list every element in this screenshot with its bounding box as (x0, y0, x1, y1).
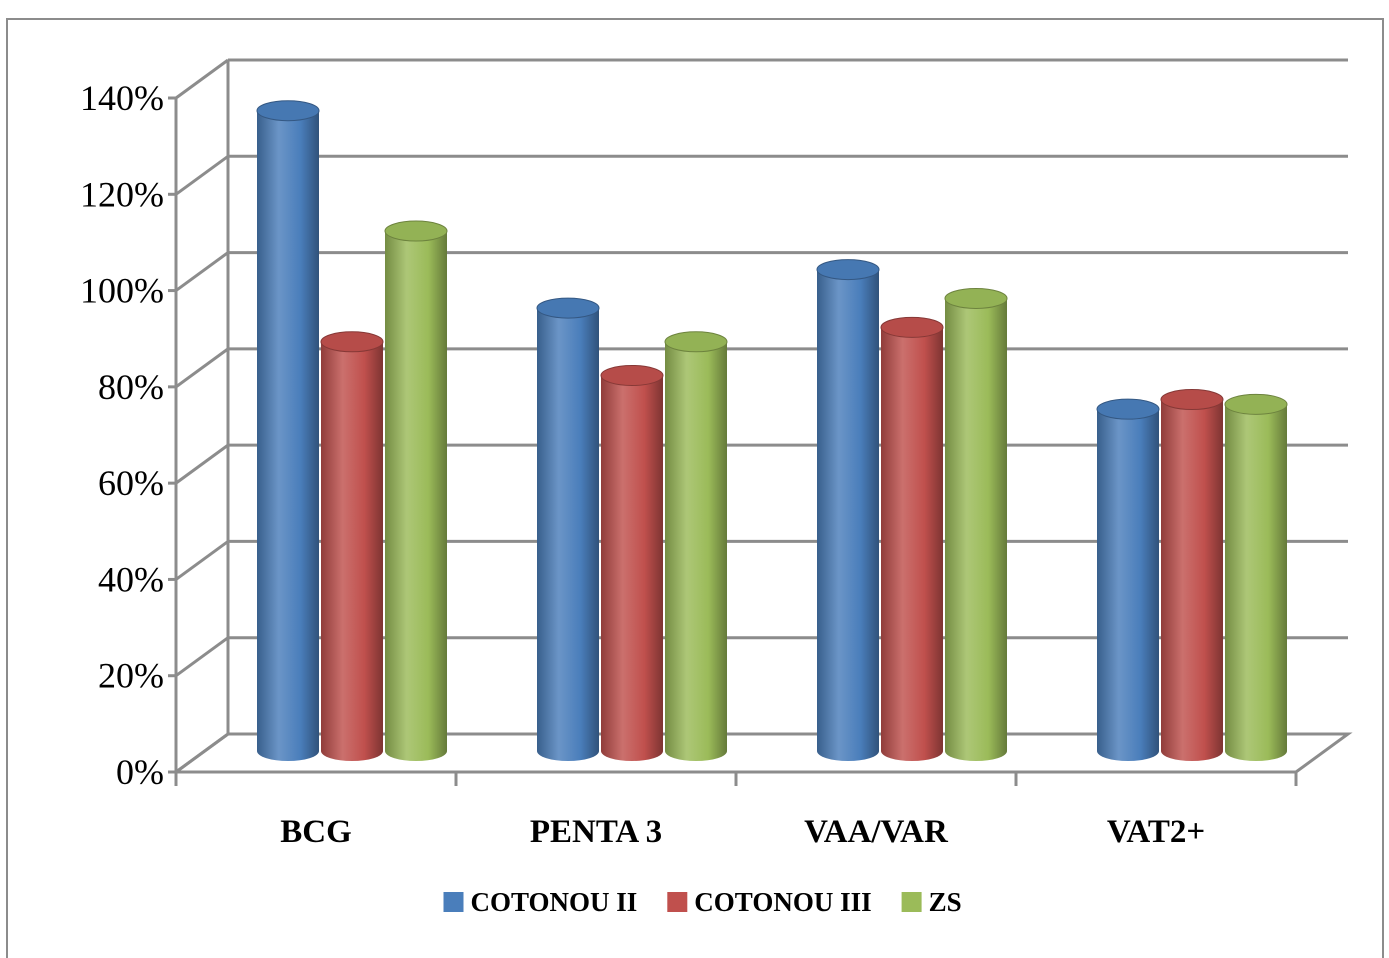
gridline-diagonal (175, 155, 229, 196)
legend-item: COTONOU III (667, 887, 872, 917)
bar-body (1225, 404, 1287, 761)
gridline-diagonal (175, 443, 229, 485)
legend-item: ZS (901, 887, 962, 917)
bar-BCG-COTONOU II (256, 100, 320, 761)
bar-body (817, 269, 879, 761)
bar-top (256, 100, 320, 122)
category-labels: BCG PENTA 3 VAA/VAR VAT2+ (280, 814, 1205, 850)
bar-top (816, 259, 880, 281)
bar-top (384, 220, 448, 242)
bar-body (1097, 409, 1159, 761)
bar-VAA/VAR-ZS (944, 287, 1008, 761)
gridline-diagonal (175, 347, 229, 389)
legend-swatch (901, 892, 922, 912)
category-label: BCG (280, 814, 352, 850)
bar-top (1096, 398, 1160, 420)
bar-VAA/VAR-COTONOU II (816, 259, 880, 761)
gridline-diagonal (175, 732, 229, 774)
x-axis (174, 770, 1298, 786)
bar-body (601, 375, 663, 761)
bar-top (880, 316, 944, 338)
bar-body (321, 341, 383, 761)
y-tick-label: 40% (98, 559, 164, 599)
bar-VAT2+-COTONOU II (1096, 398, 1160, 761)
bar-VAT2+-COTONOU III (1160, 389, 1224, 761)
bar-PENTA 3-COTONOU II (536, 297, 600, 761)
legend-label: COTONOU III (694, 887, 871, 917)
legend-item: COTONOU II (443, 887, 638, 917)
y-tick-label: 0% (116, 752, 164, 792)
y-tick-label: 140% (80, 78, 164, 118)
bar-PENTA 3-ZS (664, 331, 728, 761)
bar-body (881, 327, 943, 761)
legend-label: ZS (929, 887, 962, 917)
legend: COTONOU II COTONOU III ZS (443, 887, 962, 917)
y-tick-label: 120% (80, 174, 164, 214)
bars (256, 100, 1288, 762)
bar-VAA/VAR-COTONOU III (880, 316, 944, 761)
bar-top (600, 364, 664, 386)
category-label: VAA/VAR (804, 814, 949, 850)
y-tick-label: 100% (80, 271, 164, 311)
bar-PENTA 3-COTONOU III (600, 364, 664, 761)
y-tick-label: 20% (98, 656, 164, 696)
bar-body (537, 308, 599, 761)
bar-top (944, 287, 1008, 309)
bar-body (1161, 399, 1223, 761)
bar-top (320, 331, 384, 353)
y-tick-label: 60% (98, 463, 164, 503)
bar-body (665, 341, 727, 761)
legend-swatch (443, 892, 464, 912)
bar-top (1224, 393, 1288, 415)
y-axis-ticks: 0% 20% 40% 60% 80% 100% 120% 140% (80, 78, 176, 792)
bar-BCG-ZS (384, 220, 448, 762)
gridline-diagonal (175, 58, 229, 100)
y-tick-label: 80% (98, 367, 164, 407)
bar-BCG-COTONOU III (320, 331, 384, 761)
bar-top (664, 331, 728, 353)
gridline-diagonal (175, 636, 229, 677)
gridline-diagonal (175, 540, 229, 581)
bar-VAT2+-ZS (1224, 393, 1288, 761)
bar-top (536, 297, 600, 319)
category-label: VAT2+ (1107, 814, 1205, 850)
bar-body (945, 298, 1007, 761)
category-label: PENTA 3 (530, 814, 662, 850)
bar-body (385, 231, 447, 762)
legend-swatch (667, 892, 688, 912)
legend-label: COTONOU II (471, 887, 638, 917)
bar-top (1160, 389, 1224, 411)
bar-body (257, 110, 319, 761)
gridline-diagonal (175, 251, 229, 292)
